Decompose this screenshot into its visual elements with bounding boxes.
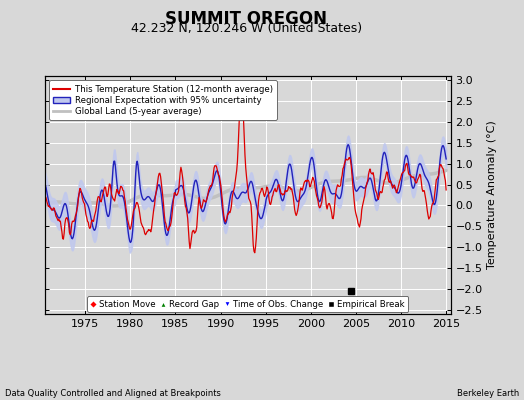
Text: SUMMIT OREGON: SUMMIT OREGON (165, 10, 328, 28)
Text: Data Quality Controlled and Aligned at Breakpoints: Data Quality Controlled and Aligned at B… (5, 389, 221, 398)
Text: Berkeley Earth: Berkeley Earth (456, 389, 519, 398)
Text: 42.232 N, 120.246 W (United States): 42.232 N, 120.246 W (United States) (130, 22, 362, 35)
Legend: Station Move, Record Gap, Time of Obs. Change, Empirical Break: Station Move, Record Gap, Time of Obs. C… (87, 296, 408, 312)
Y-axis label: Temperature Anomaly (°C): Temperature Anomaly (°C) (487, 121, 497, 269)
